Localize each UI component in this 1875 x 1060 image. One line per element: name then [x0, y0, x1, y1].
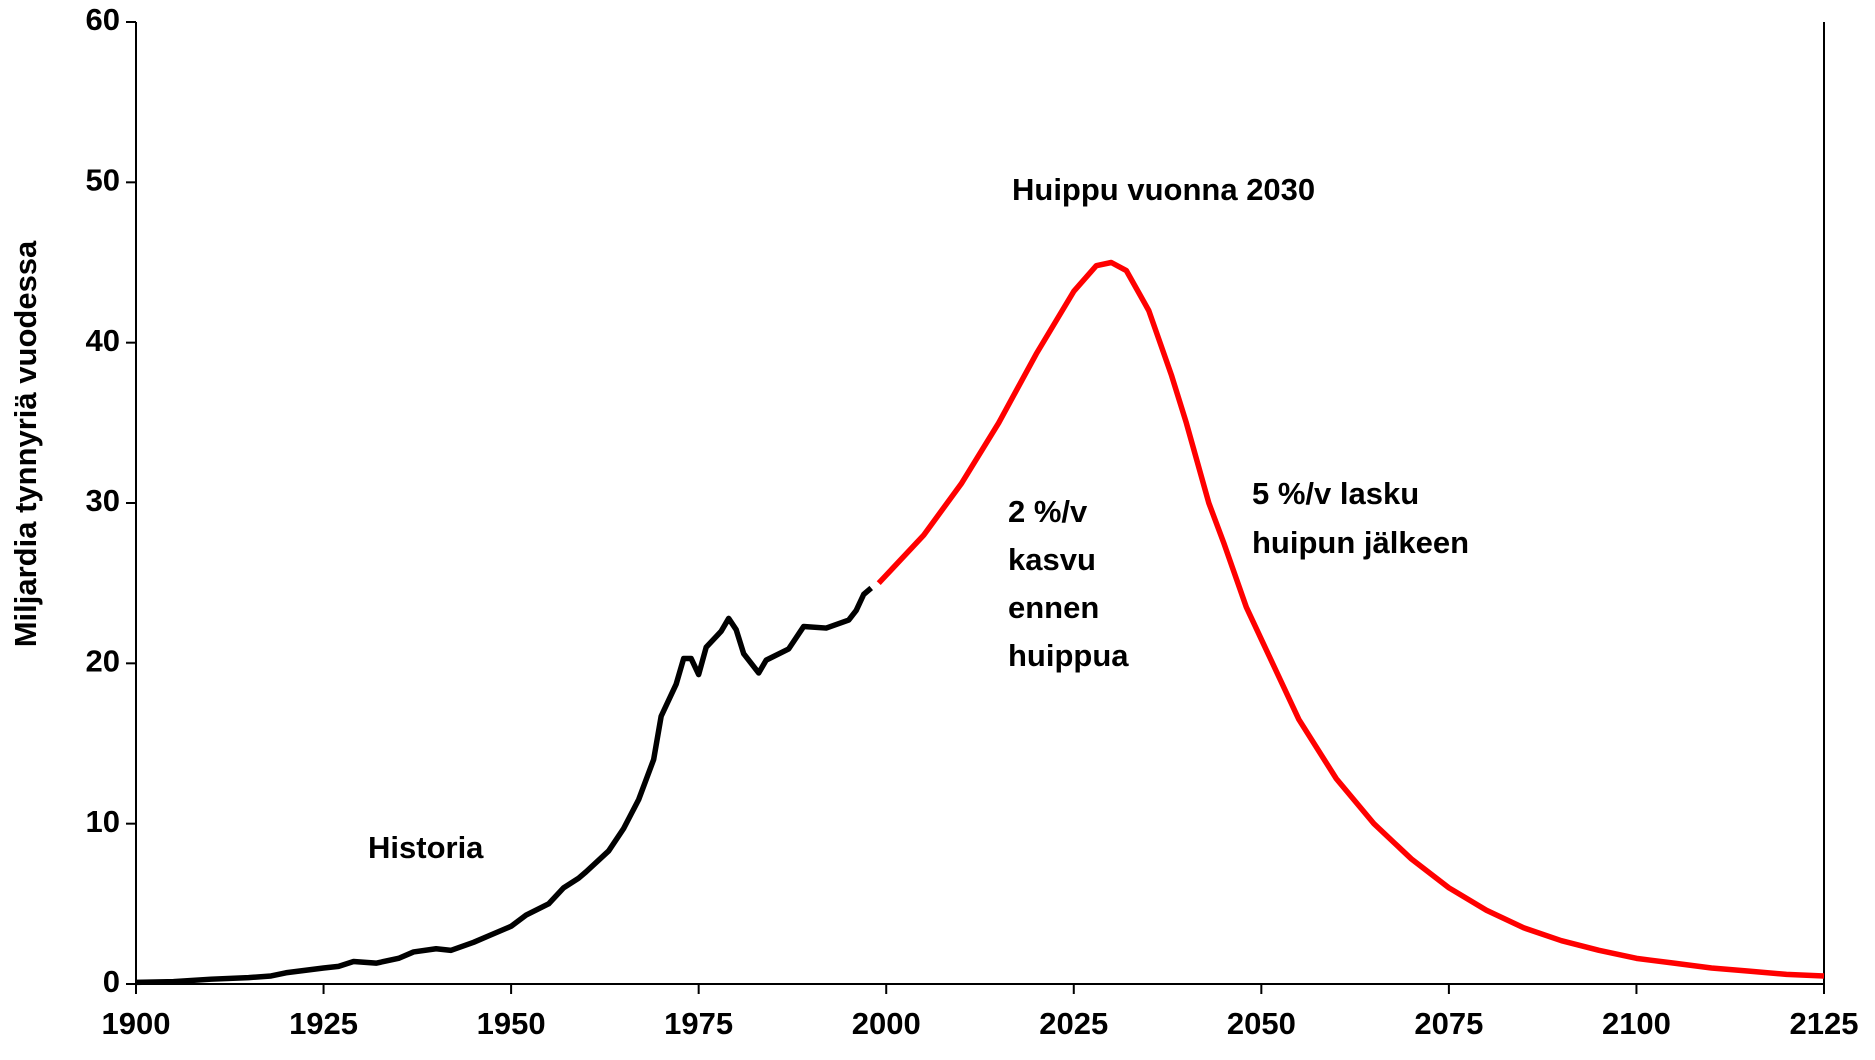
data-line — [135, 585, 874, 986]
y-tick-label: 0 — [103, 964, 120, 999]
annotation: Historia — [368, 830, 484, 865]
annotation: 5 %/v lasku — [1252, 476, 1419, 511]
x-tick-label: 2100 — [1602, 1006, 1671, 1041]
x-tick-label: 1950 — [477, 1006, 546, 1041]
annotation: Huippu vuonna 2030 — [1012, 172, 1315, 207]
x-tick-label: 1925 — [289, 1006, 358, 1041]
x-tick-label: 1975 — [664, 1006, 733, 1041]
annotation: kasvu — [1008, 542, 1096, 577]
y-tick-label: 10 — [86, 804, 120, 839]
x-tick-label: 2025 — [1039, 1006, 1108, 1041]
x-tick-label: 1900 — [102, 1006, 171, 1041]
annotation: huipun jälkeen — [1252, 525, 1469, 560]
data-line — [876, 259, 1825, 979]
y-tick-label: 20 — [86, 644, 120, 679]
y-tick-label: 60 — [86, 2, 120, 37]
x-tick-label: 2000 — [852, 1006, 921, 1041]
x-tick-label: 2075 — [1414, 1006, 1483, 1041]
annotation: 2 %/v — [1008, 494, 1088, 529]
x-tick-label: 2125 — [1790, 1006, 1859, 1041]
x-tick-label: 2050 — [1227, 1006, 1296, 1041]
y-tick-label: 40 — [86, 323, 120, 358]
y-tick-label: 30 — [86, 483, 120, 518]
annotation: ennen — [1008, 590, 1099, 625]
y-tick-label: 50 — [86, 163, 120, 198]
annotation: huippua — [1008, 638, 1129, 673]
y-axis-title: Miljardia tynnyriä vuodessa — [8, 240, 43, 647]
